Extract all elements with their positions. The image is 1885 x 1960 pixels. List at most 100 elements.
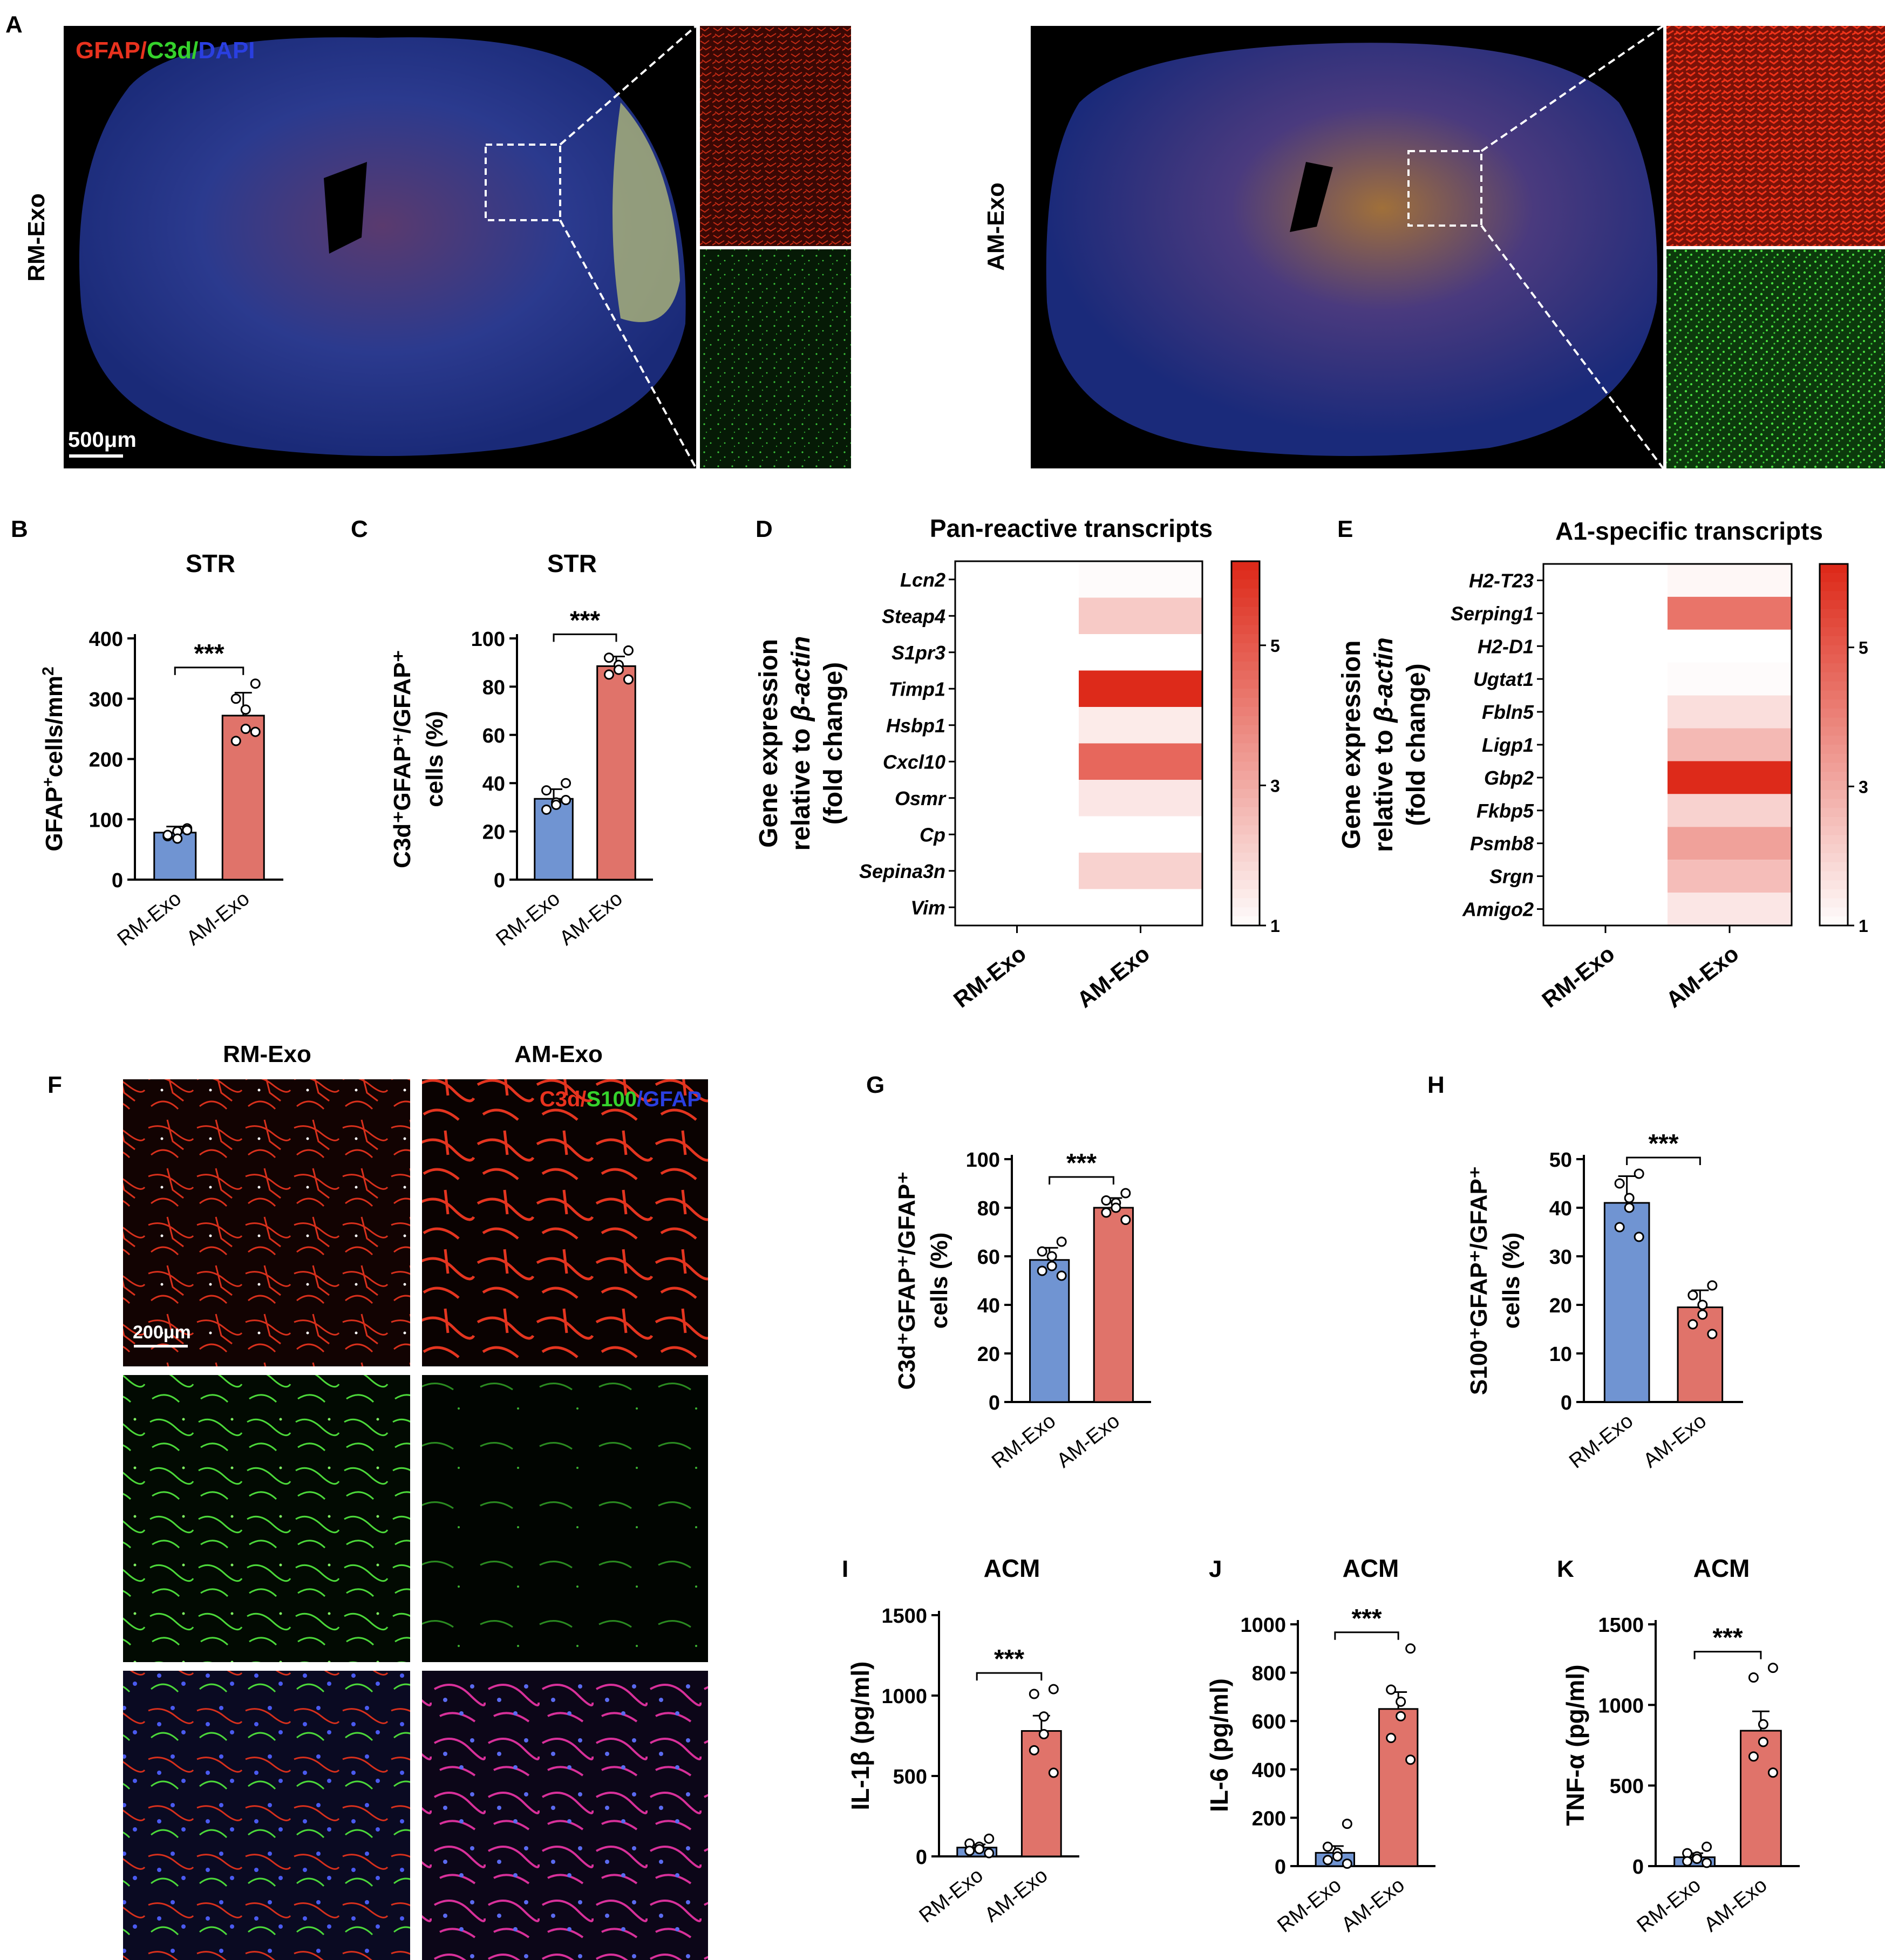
data-point	[182, 825, 193, 835]
data-point	[541, 785, 552, 796]
colorbar-segment	[1820, 699, 1848, 709]
y-tick-label: 1000	[1598, 1694, 1644, 1717]
colorbar-segment	[1231, 816, 1260, 826]
data-point	[1634, 1231, 1644, 1242]
y-tick-label: 100	[966, 1149, 1000, 1172]
cell-image-green-am-exo	[422, 1375, 708, 1662]
bar-am-exo	[1020, 1730, 1062, 1857]
gene-label: Gbp2	[1484, 767, 1534, 789]
colorbar-segment	[1820, 690, 1848, 700]
x-tick-label: AM-Exo	[981, 1864, 1052, 1927]
x-tick-label: RM-Exo	[113, 887, 186, 951]
data-point	[1046, 1251, 1057, 1262]
column-label-am-exo-f: AM-Exo	[514, 1041, 603, 1067]
y-axis-label: IL-6 (pg/ml)	[1205, 1678, 1233, 1812]
colorbar-segment	[1820, 672, 1848, 682]
colorbar-segment	[1820, 600, 1848, 610]
colorbar-segment	[1231, 670, 1260, 680]
bar-am-exo	[1740, 1730, 1782, 1867]
colorbar-segment	[1231, 834, 1260, 845]
colorbar-segment	[1231, 597, 1260, 608]
y-axis-label-line1: Gene expression	[754, 639, 783, 848]
colorbar-tick-label: 3	[1270, 776, 1280, 795]
heatmap-cell	[1543, 893, 1668, 925]
stain-gfap-f: /GFAP	[637, 1087, 702, 1111]
zoom-line-top-am-exo	[1480, 25, 1664, 152]
y-tick-label: 50	[1549, 1149, 1572, 1172]
colorbar-segment	[1820, 726, 1848, 737]
chart-b: STR 0 100 200 300 400 GFAP+cells/mm2 RM-ExoAM-E…	[39, 549, 283, 951]
y-axis-label: TNF-α (pg/ml)	[1561, 1664, 1589, 1826]
y-tick-label: 20	[977, 1343, 1000, 1366]
data-point	[172, 833, 183, 844]
y-axis-label-line2: relative to β-actin	[787, 636, 815, 851]
colorbar-segment	[1231, 907, 1260, 917]
data-point	[1702, 1857, 1712, 1868]
heatmap-cell	[1079, 780, 1202, 816]
brain-lesion-rm-exo	[613, 103, 680, 322]
brain-section-rm-exo	[79, 37, 686, 457]
y-axis-label-part: relative to	[787, 721, 815, 850]
gene-label: Amigo2	[1462, 899, 1534, 921]
y-tick-label: 10	[1549, 1343, 1572, 1366]
panel-letter-j: J	[1209, 1556, 1222, 1582]
x-tick-label: AM-Exo	[1700, 1874, 1771, 1936]
heatmap-cell	[1079, 597, 1202, 634]
data-point	[1386, 1733, 1397, 1744]
y-axis-label-line1: Gene expression	[1337, 641, 1366, 849]
gene-label: Lcn2	[900, 569, 945, 591]
data-point	[1029, 1689, 1039, 1699]
bar-am-exo	[1378, 1708, 1419, 1867]
y-tick-label: 500	[1610, 1775, 1644, 1798]
y-axis-label: IL-1β (pg/ml)	[846, 1662, 874, 1811]
colorbar-segment	[1231, 616, 1260, 626]
heatmap-cell	[1668, 728, 1792, 761]
y-axis-label-part: cells/mm	[41, 676, 67, 777]
chart-i: ACM 0 500 1000 1500 IL-1β (pg/ml) RM-ExoAM-Exo…	[846, 1554, 1079, 1928]
data-point	[1048, 1684, 1059, 1694]
gene-label: S1pr3	[892, 642, 945, 664]
colorbar-segment	[1231, 870, 1260, 881]
colorbar-segment	[1231, 661, 1260, 671]
bar-rm-exo	[1603, 1202, 1650, 1403]
heatmap-cell	[955, 707, 1079, 744]
colorbar-segment	[1820, 736, 1848, 745]
gene-label: Steap4	[882, 605, 945, 627]
heatmap-cell	[1668, 761, 1792, 794]
panel-letter-g: G	[866, 1072, 884, 1098]
colorbar-segment	[1820, 564, 1848, 574]
data-point	[1056, 1270, 1067, 1281]
data-point	[603, 669, 614, 680]
gene-label: H2-D1	[1478, 635, 1534, 657]
y-axis-label-part: GFAP	[41, 787, 67, 852]
colorbar-segment	[1820, 781, 1848, 791]
colorbar-segment	[1231, 707, 1260, 717]
data-point	[1046, 1261, 1057, 1271]
zoom-line-bottom-am-exo	[1480, 224, 1664, 469]
cell-image-red-am-exo	[422, 1079, 708, 1366]
data-point	[1037, 1246, 1047, 1257]
inset-red-am-exo	[1666, 26, 1885, 246]
heatmap-cell	[955, 561, 1079, 598]
chart-title: A1-specific transcripts	[1555, 517, 1823, 545]
colorbar-segment	[1820, 916, 1848, 926]
heatmap-cell	[1668, 695, 1792, 729]
panel-letter-h: H	[1427, 1072, 1445, 1098]
data-point	[1386, 1684, 1397, 1695]
gene-label: Fkbp5	[1476, 800, 1534, 822]
colorbar-segment	[1820, 636, 1848, 646]
column-label-rm-exo-f: RM-Exo	[223, 1041, 311, 1067]
chart-j: ACM 0 200 400 600 800 1000 IL-6 (pg/ml) RM-ExoAM…	[1205, 1554, 1435, 1937]
colorbar-segment	[1820, 817, 1848, 827]
data-point	[1687, 1319, 1698, 1330]
data-point	[1707, 1329, 1718, 1339]
colorbar-segment	[1820, 709, 1848, 718]
colorbar-segment	[1231, 853, 1260, 862]
gene-label: Srgn	[1489, 866, 1534, 888]
colorbar-segment	[1820, 763, 1848, 773]
y-tick-label: 40	[1549, 1197, 1572, 1220]
data-point	[561, 794, 571, 805]
y-axis-label-line1: C3d⁺GFAP⁺/GFAP⁺	[389, 650, 416, 868]
colorbar-segment	[1820, 745, 1848, 754]
heatmap-cell	[1668, 794, 1792, 827]
